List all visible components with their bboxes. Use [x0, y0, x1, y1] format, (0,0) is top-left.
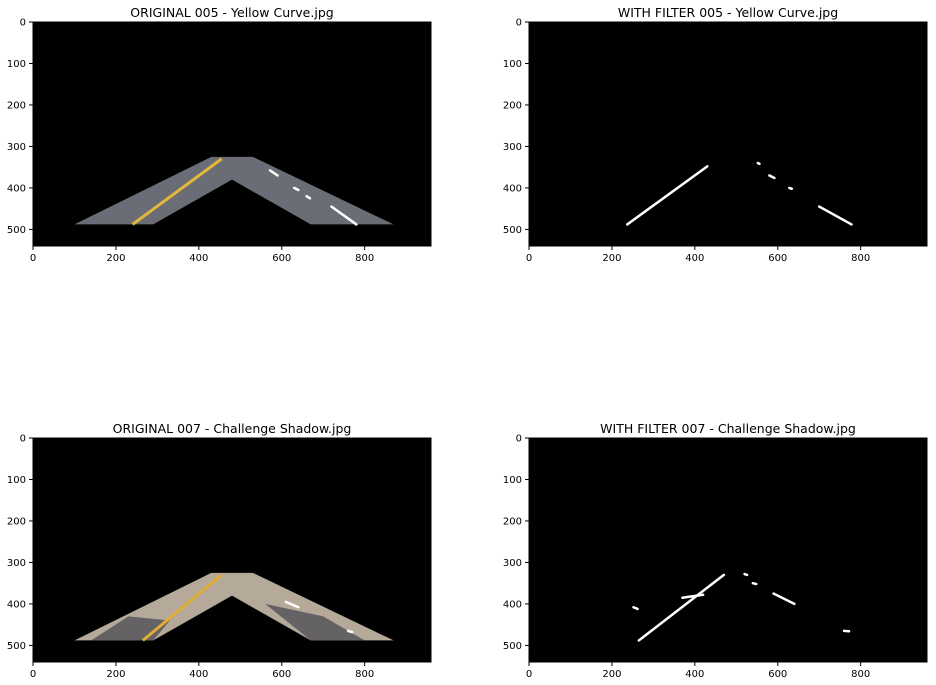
y-tick-label: 400: [503, 183, 522, 194]
x-tick-label: 0: [30, 669, 36, 680]
y-tick-label: 0: [516, 18, 522, 29]
y-tick-label: 500: [503, 225, 522, 236]
x-tick-label: 400: [189, 253, 208, 264]
white-lane-mark: [626, 165, 709, 226]
x-tick-label: 400: [685, 669, 704, 680]
panel-title: WITH FILTER 005 - Yellow Curve.jpg: [618, 5, 838, 20]
panel-title: ORIGINAL 005 - Yellow Curve.jpg: [130, 5, 333, 20]
x-tick-label: 800: [355, 669, 374, 680]
y-tick-label: 0: [20, 434, 26, 445]
panel-original-005: ORIGINAL 005 - Yellow Curve.jpg 0 200 400 6…: [7, 5, 432, 264]
white-lane-mark: [817, 205, 853, 226]
axes-frame: [528, 21, 928, 247]
image-area: [529, 438, 927, 662]
y-tick-label: 500: [503, 641, 522, 652]
axes: 0 200 400 600 800 0 100 200 300 400 500: [7, 18, 432, 264]
axes-frame: [32, 437, 432, 663]
y-tick-label: 0: [20, 18, 26, 29]
y-tick-label: 500: [7, 225, 26, 236]
y-tick-label: 400: [7, 599, 26, 610]
y-tick-label: 100: [7, 59, 26, 70]
x-tick-label: 400: [685, 253, 704, 264]
white-lane-mark: [637, 573, 726, 642]
y-tick-label: 300: [503, 558, 522, 569]
x-tick-label: 600: [272, 669, 291, 680]
x-tick-label: 800: [355, 253, 374, 264]
axes: 0 200 400 600 800 0 100 200 300 400 500: [503, 434, 928, 680]
y-tick-label: 200: [7, 516, 26, 527]
white-lane-mark: [284, 600, 300, 609]
x-tick-label: 400: [189, 669, 208, 680]
white-lane-mark: [768, 174, 776, 180]
y-tick-label: 100: [503, 59, 522, 70]
white-lane-mark: [756, 161, 761, 166]
image-background: [529, 438, 927, 662]
y-tick-label: 100: [7, 475, 26, 486]
y-tick-label: 200: [7, 100, 26, 111]
white-lane-mark: [330, 205, 358, 226]
white-lane-mark: [681, 593, 705, 599]
x-tick-label: 800: [851, 669, 870, 680]
y-tick-label: 300: [503, 142, 522, 153]
x-tick-label: 600: [768, 253, 787, 264]
panel-filter-005: WITH FILTER 005 - Yellow Curve.jpg 0 200 4…: [503, 5, 928, 264]
y-tick-label: 400: [7, 183, 26, 194]
white-lane-mark: [632, 605, 639, 611]
image-background: [33, 22, 431, 246]
x-tick-label: 200: [106, 253, 125, 264]
image-background: [33, 438, 431, 662]
white-lane-mark: [743, 572, 749, 577]
y-tick-label: 300: [7, 558, 26, 569]
y-tick-label: 500: [7, 641, 26, 652]
road-shadow: [265, 603, 365, 641]
panel-filter-007: WITH FILTER 007 - Challenge Shadow.jpg 0…: [503, 421, 928, 680]
panel-title: WITH FILTER 007 - Challenge Shadow.jpg: [600, 421, 856, 436]
panel-title: ORIGINAL 007 - Challenge Shadow.jpg: [113, 421, 352, 436]
white-lane-mark: [268, 169, 279, 177]
y-tick-label: 300: [7, 142, 26, 153]
axes-frame: [32, 21, 432, 247]
y-tick-label: 400: [503, 599, 522, 610]
image-area: [529, 22, 927, 246]
x-tick-label: 0: [30, 253, 36, 264]
image-area: [33, 22, 431, 246]
y-tick-label: 0: [516, 434, 522, 445]
yellow-lane-line: [131, 157, 223, 226]
image-area: [33, 438, 431, 662]
x-tick-label: 600: [272, 253, 291, 264]
x-tick-label: 200: [602, 669, 621, 680]
axes: 0 200 400 600 800 0 100 200 300 400 500: [7, 434, 432, 680]
y-tick-label: 100: [503, 475, 522, 486]
y-tick-label: 200: [503, 100, 522, 111]
x-tick-label: 800: [851, 253, 870, 264]
panel-original-007: ORIGINAL 007 - Challenge Shadow.jpg 0 200…: [7, 421, 432, 680]
white-lane-mark: [305, 194, 312, 200]
white-lane-mark: [346, 629, 354, 634]
white-lane-mark: [788, 186, 794, 191]
x-tick-label: 200: [106, 669, 125, 680]
white-lane-mark: [751, 581, 758, 586]
axes: 0 200 400 600 800 0 100 200 300 400 500: [503, 18, 928, 264]
x-tick-label: 0: [526, 253, 532, 264]
axes-frame: [528, 437, 928, 663]
y-tick-label: 200: [503, 516, 522, 527]
image-background: [529, 22, 927, 246]
yellow-lane-line: [141, 573, 223, 642]
x-tick-label: 200: [602, 253, 621, 264]
x-tick-label: 0: [526, 669, 532, 680]
x-tick-label: 600: [768, 669, 787, 680]
white-lane-mark: [292, 186, 300, 192]
white-lane-mark: [772, 592, 796, 606]
